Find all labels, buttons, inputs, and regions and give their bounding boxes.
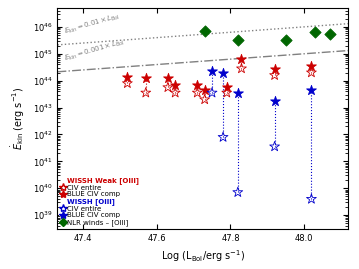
- Point: [125, 75, 130, 79]
- Point: [172, 91, 178, 95]
- Point: [272, 144, 278, 149]
- Point: [195, 83, 200, 87]
- Point: [143, 91, 149, 95]
- Point: [235, 91, 241, 95]
- Point: [172, 83, 178, 87]
- Point: [239, 57, 244, 61]
- Point: [202, 97, 208, 102]
- Point: [272, 99, 278, 103]
- Point: [235, 190, 241, 194]
- Text: $E_{\rm kin} = 0.001 \times L_{\rm Bol}$: $E_{\rm kin} = 0.001 \times L_{\rm Bol}$: [63, 37, 126, 64]
- Y-axis label: $\dot{E}_{\rm kin}$ (erg s$^{-1}$): $\dot{E}_{\rm kin}$ (erg s$^{-1}$): [10, 87, 27, 150]
- Point: [209, 69, 215, 73]
- Point: [308, 197, 314, 201]
- Point: [202, 29, 208, 33]
- Text: $E_{\rm kin} = 0.01 \times L_{\rm Bol}$: $E_{\rm kin} = 0.01 \times L_{\rm Bol}$: [63, 12, 121, 37]
- X-axis label: Log (L$_{\rm Bol}$/erg s$^{-1}$): Log (L$_{\rm Bol}$/erg s$^{-1}$): [161, 248, 245, 264]
- Point: [224, 85, 230, 90]
- Point: [272, 73, 278, 77]
- Point: [209, 91, 215, 95]
- Point: [235, 38, 241, 42]
- Point: [308, 64, 314, 68]
- Point: [143, 76, 149, 80]
- Point: [165, 76, 171, 80]
- Point: [327, 31, 333, 36]
- Point: [125, 81, 130, 86]
- Point: [165, 85, 171, 90]
- Legend: WISSH Weak [OIII], CIV entire, BLUE CIV comp, WISSH [OIII], CIV entire, BLUE CIV: WISSH Weak [OIII], CIV entire, BLUE CIV …: [60, 176, 140, 226]
- Point: [202, 88, 208, 92]
- Point: [272, 66, 278, 71]
- Point: [224, 91, 230, 95]
- Point: [195, 91, 200, 95]
- Point: [283, 38, 289, 42]
- Point: [220, 135, 226, 139]
- Point: [239, 66, 244, 71]
- Point: [308, 70, 314, 75]
- Point: [308, 88, 314, 92]
- Point: [312, 30, 318, 34]
- Point: [220, 70, 226, 75]
